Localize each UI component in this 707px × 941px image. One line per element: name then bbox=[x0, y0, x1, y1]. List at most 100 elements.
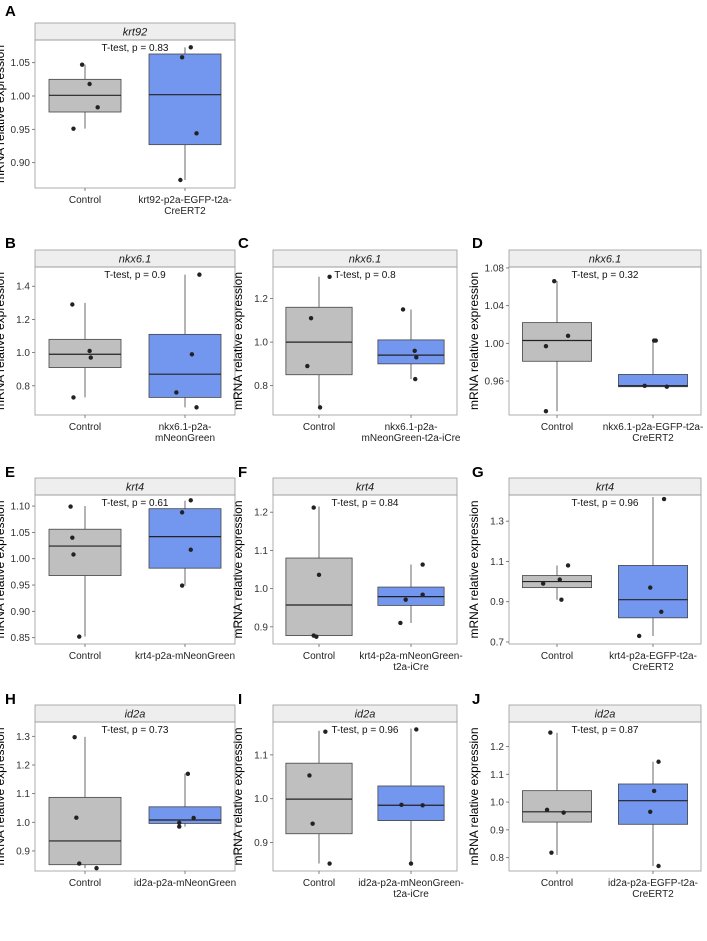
data-point bbox=[77, 861, 82, 866]
panel-letter: A bbox=[5, 3, 16, 20]
data-point bbox=[188, 547, 193, 552]
data-point bbox=[174, 390, 179, 395]
data-point bbox=[656, 759, 661, 764]
data-point bbox=[71, 552, 76, 557]
ttest-annotation: T-test, p = 0.32 bbox=[572, 270, 639, 281]
panel-letter: J bbox=[472, 691, 480, 708]
iqr-box bbox=[377, 339, 445, 365]
data-point bbox=[552, 278, 557, 284]
x-tick-label: Control bbox=[303, 651, 335, 662]
data-point bbox=[420, 562, 425, 567]
data-point bbox=[194, 405, 199, 410]
data-point bbox=[642, 383, 647, 388]
data-point bbox=[559, 597, 564, 602]
iqr-box bbox=[618, 374, 688, 388]
panel-letter: E bbox=[5, 464, 15, 481]
box-transgenic: nkx6.1-p2a-mNeonGreen-t2a-iCre bbox=[362, 307, 461, 444]
box-control: Control bbox=[48, 62, 122, 206]
y-tick-label: 1.00 bbox=[11, 554, 31, 565]
data-point bbox=[413, 376, 418, 382]
data-point bbox=[408, 861, 414, 866]
y-tick-label: 0.90 bbox=[11, 158, 31, 169]
iqr-box bbox=[148, 508, 222, 569]
iqr-box bbox=[148, 333, 222, 398]
y-tick-label: 1.0 bbox=[254, 584, 268, 595]
data-point bbox=[177, 824, 182, 829]
y-tick-label: 1.3 bbox=[490, 517, 504, 528]
data-point bbox=[74, 815, 79, 820]
box-control: Control bbox=[522, 730, 592, 889]
ttest-annotation: T-test, p = 0.73 bbox=[102, 725, 169, 736]
y-tick-label: 0.9 bbox=[254, 622, 268, 633]
y-tick-label: 0.9 bbox=[16, 846, 30, 857]
data-point bbox=[68, 504, 73, 509]
data-point bbox=[179, 583, 185, 588]
plot-area bbox=[34, 721, 236, 872]
y-tick-label: 0.85 bbox=[11, 633, 31, 644]
gene-title: nkx6.1 bbox=[119, 254, 151, 266]
data-point bbox=[191, 815, 196, 821]
iqr-box bbox=[48, 338, 122, 368]
y-tick-label: 1.2 bbox=[254, 294, 268, 305]
panel-letter: B bbox=[5, 235, 16, 252]
y-tick-label: 0.8 bbox=[16, 381, 30, 392]
iqr-box bbox=[285, 762, 353, 835]
iqr-box bbox=[148, 806, 222, 824]
y-tick-label: 1.1 bbox=[490, 557, 504, 568]
data-point bbox=[71, 126, 76, 131]
y-axis-label: mRNA relative expression bbox=[467, 272, 481, 410]
y-tick-label: 1.00 bbox=[485, 339, 505, 350]
y-tick-label: 0.95 bbox=[11, 581, 31, 592]
y-tick-label: 0.96 bbox=[485, 377, 505, 388]
y-tick-label: 0.95 bbox=[11, 125, 31, 136]
data-point bbox=[548, 730, 553, 735]
y-tick-label: 1.1 bbox=[16, 789, 30, 800]
data-point bbox=[412, 348, 417, 353]
y-tick-label: 1.4 bbox=[16, 282, 30, 293]
data-point bbox=[414, 355, 419, 360]
x-tick-label: Control bbox=[541, 422, 573, 433]
x-tick-label: nkx6.1-p2a-mNeonGreen-t2a-iCre bbox=[362, 422, 461, 444]
box-control: Control bbox=[285, 274, 353, 433]
data-point bbox=[565, 333, 571, 339]
y-tick-label: 1.2 bbox=[16, 760, 30, 771]
data-point bbox=[420, 803, 425, 808]
y-axis-label: mRNA relative expression bbox=[0, 272, 7, 410]
data-point bbox=[656, 863, 661, 869]
data-point bbox=[188, 498, 193, 503]
y-tick-label: 1.05 bbox=[11, 528, 31, 539]
data-point bbox=[94, 865, 99, 871]
y-tick-label: 1.2 bbox=[490, 742, 504, 753]
iqr-box bbox=[48, 796, 122, 866]
data-point bbox=[317, 405, 323, 410]
iqr-box bbox=[377, 785, 445, 822]
data-point bbox=[88, 355, 93, 360]
y-axis-label: mRNA relative expression bbox=[231, 727, 245, 865]
y-tick-label: 1.05 bbox=[11, 58, 31, 69]
x-tick-label: Control bbox=[69, 651, 101, 662]
gene-title: nkx6.1 bbox=[349, 254, 381, 266]
data-point bbox=[420, 592, 425, 597]
data-point bbox=[648, 585, 653, 590]
data-point bbox=[308, 315, 314, 321]
iqr-box bbox=[618, 565, 688, 619]
panel-letter: G bbox=[472, 464, 484, 481]
ttest-annotation: T-test, p = 0.96 bbox=[572, 498, 639, 509]
data-point bbox=[197, 272, 202, 277]
box-control: Control bbox=[285, 505, 353, 662]
y-tick-label: 1.10 bbox=[11, 502, 31, 513]
x-tick-label: Control bbox=[69, 878, 101, 889]
y-axis-label: mRNA relative expression bbox=[467, 500, 481, 638]
y-tick-label: 0.90 bbox=[11, 607, 31, 618]
data-point bbox=[307, 773, 312, 778]
panel-letter: H bbox=[5, 691, 16, 708]
y-axis-label: mRNA relative expression bbox=[0, 500, 7, 638]
data-point bbox=[310, 821, 315, 826]
ttest-annotation: T-test, p = 0.87 bbox=[572, 725, 639, 736]
